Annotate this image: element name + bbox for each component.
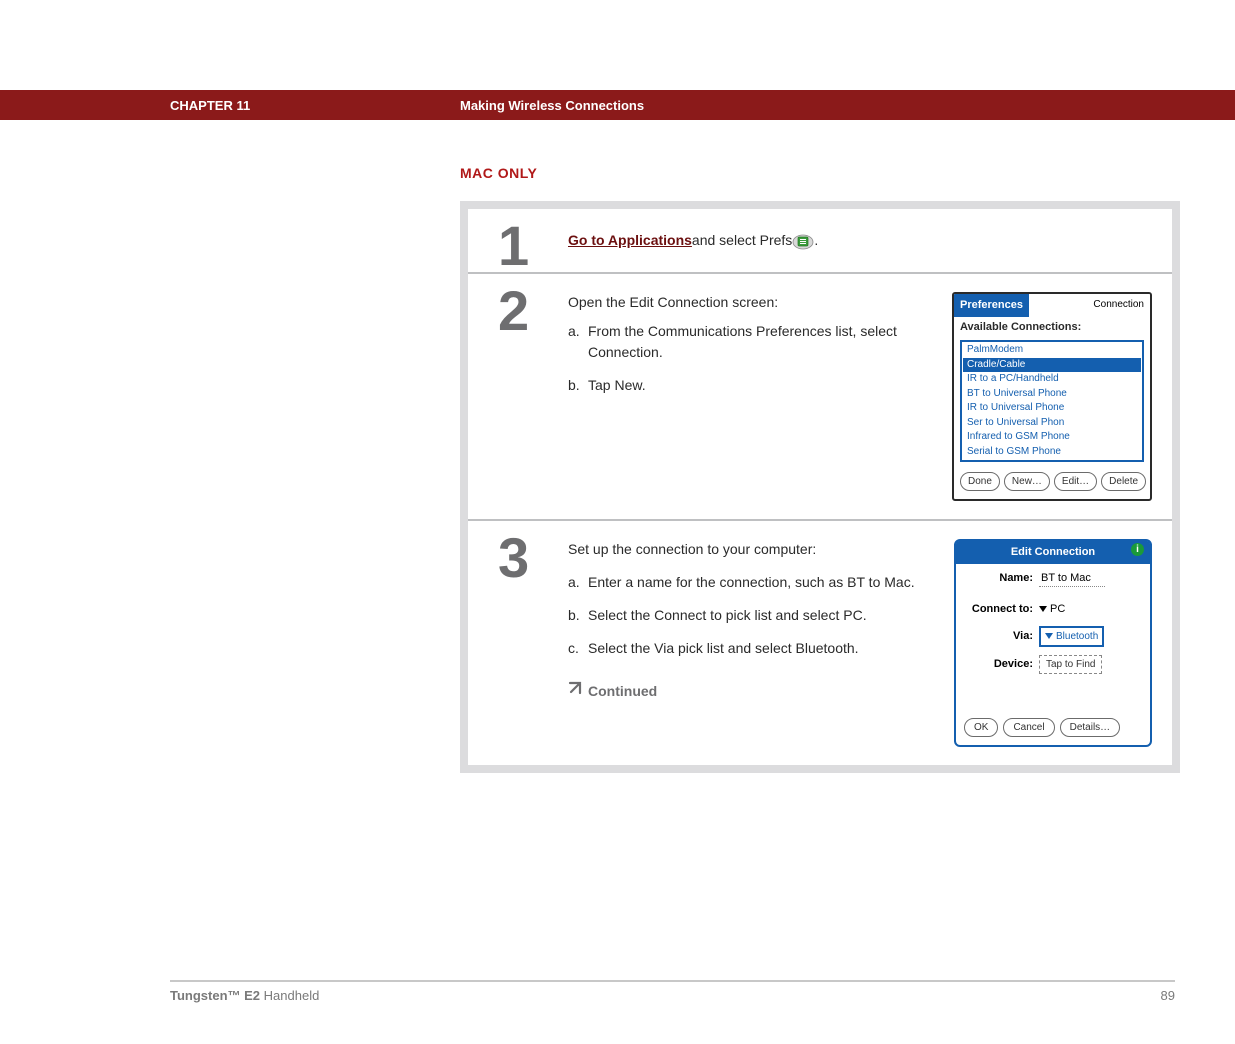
via-label: Via:	[964, 628, 1039, 645]
step-3a-text: Enter a name for the connection, such as…	[588, 572, 934, 593]
prefs-header-category: Connection	[1029, 294, 1150, 317]
product-name: Tungsten™ E2 Handheld	[170, 988, 319, 1003]
product-bold: Tungsten™ E2	[170, 988, 260, 1003]
step-3: 3 Set up the connection to your computer…	[468, 519, 1172, 765]
step-2: 2 Open the Edit Connection screen: a. Fr…	[468, 272, 1172, 519]
cancel-button[interactable]: Cancel	[1003, 718, 1054, 737]
via-picklist[interactable]: Bluetooth	[1039, 626, 1104, 647]
page-number: 89	[1161, 988, 1175, 1003]
step-3-number: 3	[468, 521, 568, 765]
continued-label: Continued	[588, 681, 657, 702]
chapter-header: CHAPTER 11 Making Wireless Connections	[0, 90, 1235, 120]
list-item[interactable]: PalmModem	[963, 343, 1141, 358]
device-label: Device:	[964, 656, 1039, 673]
steps-container: 1 Go to Applications and select Prefs	[460, 201, 1180, 773]
chevron-down-icon	[1045, 633, 1053, 639]
step-3b-text: Select the Connect to pick list and sele…	[588, 605, 934, 626]
list-item[interactable]: Ser to Universal Phon	[963, 416, 1141, 431]
list-item[interactable]: Infrared to GSM Phone	[963, 430, 1141, 445]
list-item[interactable]: Serial to GSM Phone	[963, 445, 1141, 460]
delete-button[interactable]: Delete	[1101, 472, 1146, 491]
step-1: 1 Go to Applications and select Prefs	[468, 209, 1172, 272]
step-2b-text: Tap New.	[588, 375, 932, 396]
name-field[interactable]: BT to Mac	[1039, 570, 1105, 588]
step-2b-marker: b.	[568, 375, 588, 396]
page-footer: Tungsten™ E2 Handheld 89	[170, 980, 1175, 1003]
continued-indicator: Continued	[568, 679, 934, 703]
step-2a-text: From the Communications Preferences list…	[588, 321, 932, 363]
step-1-number: 1	[468, 209, 568, 272]
step-3a-marker: a.	[568, 572, 588, 593]
step-1-text: and select Prefs	[692, 230, 792, 251]
info-icon[interactable]: i	[1131, 543, 1144, 556]
chevron-down-icon	[1039, 606, 1047, 612]
product-rest: Handheld	[260, 988, 319, 1003]
list-item[interactable]: Cradle/Cable	[963, 358, 1141, 373]
edit-title-text: Edit Connection	[1011, 546, 1095, 558]
list-item[interactable]: IR to a PC/Handheld	[963, 372, 1141, 387]
mac-only-label: MAC ONLY	[460, 165, 1180, 181]
step-3c-text: Select the Via pick list and select Blue…	[588, 638, 934, 659]
name-label: Name:	[964, 570, 1039, 587]
prefs-header-title: Preferences	[954, 294, 1029, 317]
edit-connection-title: Edit Connection i	[956, 541, 1150, 564]
continued-arrow-icon	[568, 679, 582, 703]
list-item[interactable]: IR to Universal Phone	[963, 401, 1141, 416]
done-button[interactable]: Done	[960, 472, 1000, 491]
ok-button[interactable]: OK	[964, 718, 998, 737]
go-to-applications-link[interactable]: Go to Applications	[568, 230, 692, 251]
via-value: Bluetooth	[1056, 629, 1098, 644]
connect-to-picklist[interactable]: PC	[1039, 601, 1065, 618]
prefs-icon	[792, 232, 814, 250]
connect-to-value: PC	[1050, 601, 1065, 618]
step-3-intro: Set up the connection to your computer:	[568, 539, 934, 560]
tap-to-find-button[interactable]: Tap to Find	[1039, 655, 1102, 674]
preferences-screenshot: Preferences Connection Available Connect…	[952, 292, 1152, 501]
prefs-connection-list: PalmModem Cradle/Cable IR to a PC/Handhe…	[960, 340, 1144, 462]
details-button[interactable]: Details…	[1060, 718, 1121, 737]
chapter-label: CHAPTER 11	[170, 98, 460, 113]
step-3c-marker: c.	[568, 638, 588, 659]
edit-connection-screenshot: Edit Connection i Name: BT to Mac Connec…	[954, 539, 1152, 747]
step-1-period: .	[814, 230, 818, 251]
prefs-subtitle: Available Connections:	[954, 317, 1150, 338]
section-title: Making Wireless Connections	[460, 98, 644, 113]
step-3b-marker: b.	[568, 605, 588, 626]
content-area: MAC ONLY 1 Go to Applications and select…	[460, 165, 1180, 773]
step-2-number: 2	[468, 274, 568, 519]
step-2a-marker: a.	[568, 321, 588, 363]
edit-button[interactable]: Edit…	[1054, 472, 1097, 491]
list-item[interactable]: BT to Universal Phone	[963, 387, 1141, 402]
connect-to-label: Connect to:	[964, 601, 1039, 618]
new-button[interactable]: New…	[1004, 472, 1050, 491]
step-2-intro: Open the Edit Connection screen:	[568, 292, 932, 313]
